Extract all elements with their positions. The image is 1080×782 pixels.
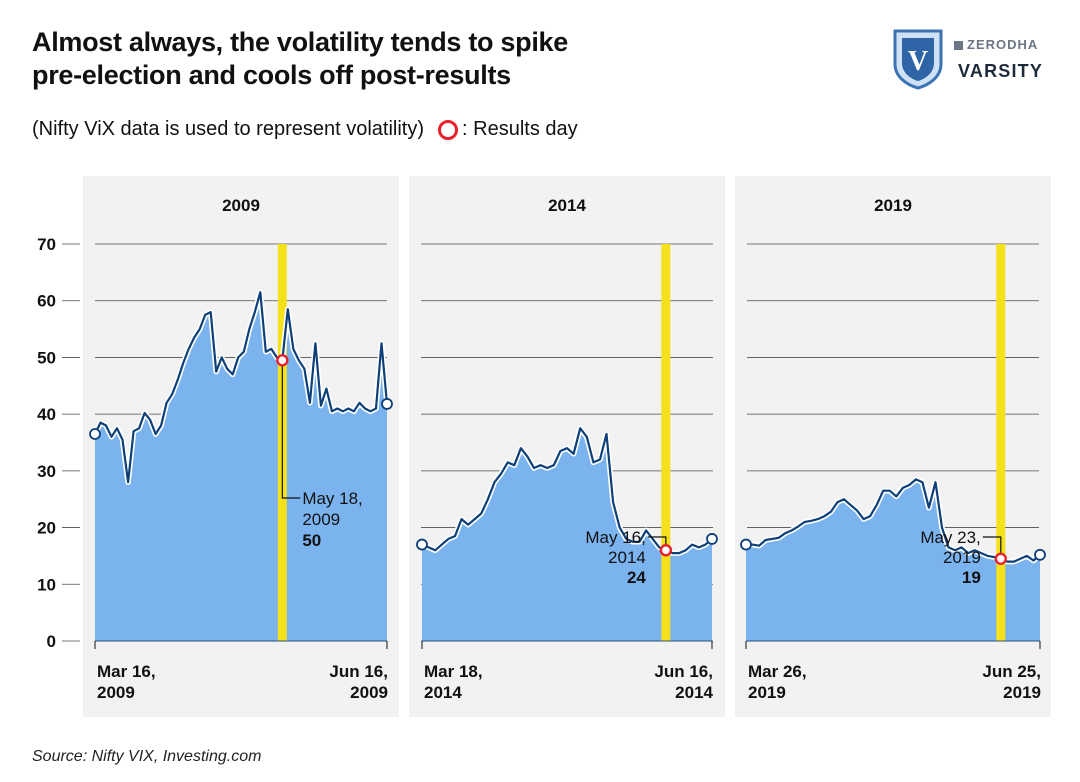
annotation-date: 2014 [608, 548, 646, 567]
annotation-date: 2019 [943, 548, 981, 567]
end-point-marker [381, 398, 393, 410]
series-line [94, 291, 389, 484]
results-day-marker [276, 354, 289, 367]
area-fill [422, 428, 712, 641]
x-start-label: Mar 26, [748, 662, 807, 681]
subtitle-text: (Nifty ViX data is used to represent vol… [32, 118, 425, 140]
end-point-marker [1034, 548, 1046, 561]
x-end-label: Jun 16, [654, 662, 713, 681]
x-end-label: 2019 [1003, 683, 1041, 702]
title-line-2: pre-election and cools off post-results [32, 60, 511, 90]
chart-title: Almost always, the volatility tends to s… [32, 26, 792, 92]
annotation-value: 19 [962, 568, 981, 587]
y-tick-label: 20 [37, 519, 56, 538]
start-point-marker [416, 538, 428, 551]
annotation-leader [982, 536, 1002, 559]
x-end-label: Jun 25, [982, 662, 1041, 681]
x-start-label: 2009 [97, 683, 135, 702]
annotation-date: May 23, [920, 528, 980, 547]
y-tick-label: 70 [37, 235, 56, 254]
start-point-marker [740, 538, 752, 551]
x-end-label: 2014 [675, 683, 713, 702]
y-tick-label: 30 [37, 462, 56, 481]
annotation-date: May 18, [302, 489, 362, 508]
x-end-label: 2009 [350, 683, 388, 702]
results-day-marker [994, 552, 1007, 565]
y-tick-label: 40 [37, 405, 56, 424]
results-day-highlight [661, 244, 671, 641]
x-end-label: Jun 16, [329, 662, 388, 681]
panel-title: 2009 [222, 196, 260, 215]
chart-panel-2009: 2009 Mar 16, 2009 Jun 16, 2009 May 18, 2009 50 [83, 176, 399, 717]
panel-title: 2019 [874, 196, 912, 215]
annotation-value: 24 [627, 568, 646, 587]
shield-letter: V [908, 46, 928, 77]
start-point-marker [89, 428, 101, 440]
brand-zerodha: ZERODHA [954, 37, 1038, 52]
results-day-marker [659, 544, 673, 557]
panel-title: 2014 [548, 196, 586, 215]
title-line-1: Almost always, the volatility tends to s… [32, 27, 568, 57]
annotation-leader [281, 360, 301, 499]
results-day-marker-icon [438, 119, 459, 140]
series-line [746, 478, 1041, 563]
annotation-value: 50 [302, 531, 321, 550]
shield-logo-icon: V [893, 29, 943, 90]
y-tick-label: 50 [37, 348, 56, 367]
y-tick-label: 0 [47, 632, 56, 651]
x-start-label: Mar 16, [97, 662, 156, 681]
y-tick-label: 60 [37, 292, 56, 311]
end-point-marker [706, 533, 718, 545]
y-tick-label: 10 [37, 575, 56, 594]
x-start-label: Mar 18, [424, 662, 483, 681]
x-start-label: 2014 [424, 683, 462, 702]
annotation-date: May 16, [585, 528, 645, 547]
annotation-date: 2009 [302, 510, 340, 529]
x-start-label: 2019 [748, 683, 786, 702]
subtitle: (Nifty ViX data is used to represent vol… [32, 118, 578, 141]
results-day-highlight [996, 244, 1006, 641]
legend-results-day-label: : Results day [462, 118, 578, 140]
source-note: Source: Nifty VIX, Investing.com [32, 748, 262, 765]
brand-varsity: VARSITY [958, 61, 1044, 81]
varsity-logo: V ZERODHA VARSITY [892, 28, 1062, 90]
